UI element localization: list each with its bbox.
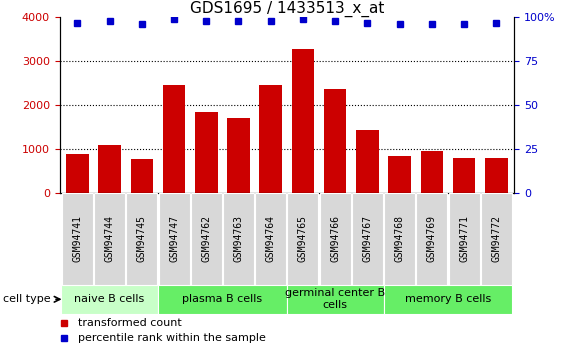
Text: transformed count: transformed count — [78, 318, 182, 327]
Bar — [416, 193, 448, 285]
Bar — [62, 193, 93, 285]
Text: GSM94767: GSM94767 — [362, 215, 373, 263]
Bar — [195, 112, 218, 193]
Bar — [383, 285, 512, 314]
Bar — [227, 118, 250, 193]
Text: germinal center B
cells: germinal center B cells — [285, 288, 385, 310]
Bar — [191, 193, 222, 285]
Text: GSM94745: GSM94745 — [137, 215, 147, 263]
Bar — [485, 158, 508, 193]
Text: GSM94768: GSM94768 — [395, 215, 404, 263]
Text: GSM94762: GSM94762 — [201, 215, 211, 263]
Text: cell type: cell type — [3, 294, 51, 304]
Bar — [98, 145, 121, 193]
Bar — [352, 193, 383, 285]
Text: GSM94747: GSM94747 — [169, 215, 179, 263]
Text: GSM94771: GSM94771 — [459, 215, 469, 263]
Bar — [324, 89, 346, 193]
Bar — [163, 86, 185, 193]
Title: GDS1695 / 1433513_x_at: GDS1695 / 1433513_x_at — [190, 1, 384, 17]
Bar — [223, 193, 254, 285]
Bar — [287, 193, 319, 285]
Bar — [158, 285, 287, 314]
Text: GSM94765: GSM94765 — [298, 215, 308, 263]
Text: naive B cells: naive B cells — [74, 294, 145, 304]
Bar — [481, 193, 512, 285]
Bar — [320, 193, 350, 285]
Text: GSM94741: GSM94741 — [72, 215, 82, 263]
Bar — [126, 193, 157, 285]
Bar — [61, 285, 158, 314]
Text: GSM94769: GSM94769 — [427, 215, 437, 263]
Bar — [292, 49, 314, 193]
Bar — [356, 130, 379, 193]
Text: GSM94744: GSM94744 — [105, 215, 115, 263]
Text: memory B cells: memory B cells — [405, 294, 491, 304]
Bar — [287, 285, 383, 314]
Bar — [389, 156, 411, 193]
Text: GSM94766: GSM94766 — [330, 215, 340, 263]
Text: plasma B cells: plasma B cells — [182, 294, 262, 304]
Bar — [260, 86, 282, 193]
Bar — [453, 158, 475, 193]
Bar — [420, 151, 443, 193]
Bar — [384, 193, 415, 285]
Bar — [66, 155, 89, 193]
Text: GSM94763: GSM94763 — [233, 215, 244, 263]
Bar — [131, 159, 153, 193]
Text: GSM94764: GSM94764 — [266, 215, 275, 263]
Bar — [449, 193, 479, 285]
Text: GSM94772: GSM94772 — [491, 215, 502, 263]
Bar — [255, 193, 286, 285]
Bar — [94, 193, 125, 285]
Bar — [158, 193, 190, 285]
Text: percentile rank within the sample: percentile rank within the sample — [78, 333, 266, 343]
